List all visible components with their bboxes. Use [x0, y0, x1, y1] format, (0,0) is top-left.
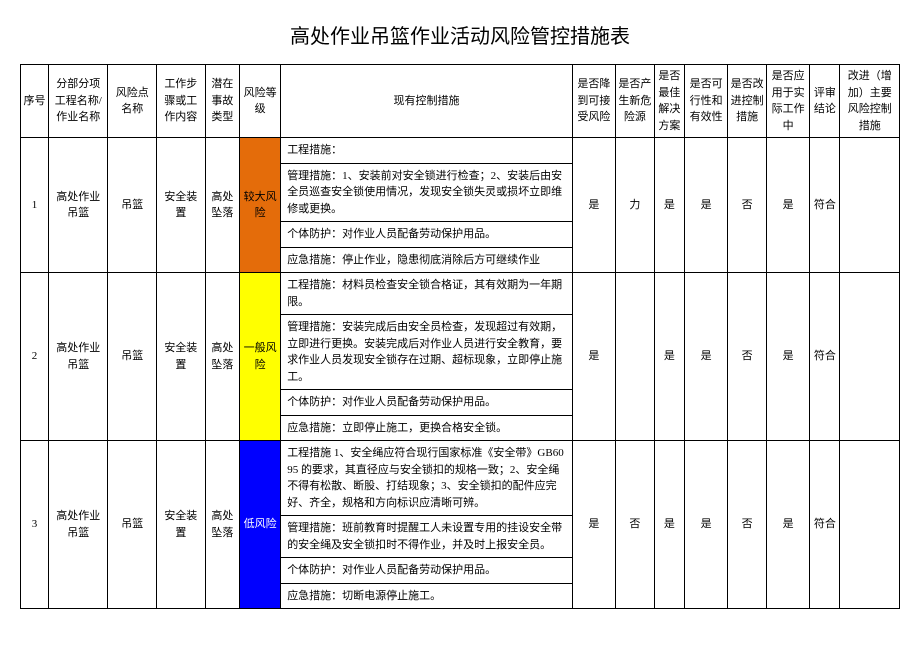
cell-measure: 工程措施 1、安全绳应符合现行国家标准《安全带》GB6095 的要求，其直径应与…	[281, 441, 573, 516]
cell-measure: 个体防护：对作业人员配备劳动保护用品。	[281, 390, 573, 416]
col-applied: 是否应用于实际工作中	[767, 65, 810, 138]
risk-table: 序号 分部分项工程名称/作业名称 风险点名称 工作步骤或工作内容 潜在事故类型 …	[20, 64, 900, 609]
cell-acceptable: 是	[572, 441, 615, 609]
col-conclusion: 评审结论	[810, 65, 840, 138]
cell-step: 安全装置	[157, 273, 206, 441]
col-extra: 改进（增加）主要风险控制措施	[840, 65, 900, 138]
cell-step: 安全装置	[157, 138, 206, 273]
cell-extra	[840, 441, 900, 609]
cell-point: 吊篮	[108, 138, 157, 273]
cell-best: 是	[654, 138, 684, 273]
cell-step: 安全装置	[157, 441, 206, 609]
cell-risk-level: 一般风险	[240, 273, 281, 441]
cell-risk-level: 低风险	[240, 441, 281, 609]
cell-measure: 管理措施：班前教育时提醒工人未设置专用的挂设安全带的安全绳及安全锁扣时不得作业，…	[281, 516, 573, 558]
cell-measure: 应急措施：立即停止施工，更换合格安全锁。	[281, 415, 573, 441]
cell-project: 高处作业吊篮	[49, 138, 108, 273]
table-row: 1高处作业吊篮吊篮安全装置高处坠落较大风险工程措施：是力是是否是符合	[21, 138, 900, 164]
cell-new-hazard: 力	[615, 138, 654, 273]
cell-accident: 高处坠落	[205, 441, 240, 609]
cell-applied: 是	[767, 273, 810, 441]
col-best: 是否最佳解决方案	[654, 65, 684, 138]
cell-new-hazard	[615, 273, 654, 441]
cell-accident: 高处坠落	[205, 138, 240, 273]
cell-feasible: 是	[685, 138, 728, 273]
col-newhazard: 是否产生新危险源	[615, 65, 654, 138]
cell-acceptable: 是	[572, 273, 615, 441]
cell-extra	[840, 273, 900, 441]
cell-conclusion: 符合	[810, 273, 840, 441]
col-accident: 潜在事故类型	[205, 65, 240, 138]
cell-measure: 应急措施：停止作业，隐患彻底消除后方可继续作业	[281, 247, 573, 273]
cell-measure: 应急措施：切断电源停止施工。	[281, 583, 573, 609]
cell-improve: 否	[728, 273, 767, 441]
cell-improve: 否	[728, 138, 767, 273]
cell-measure: 管理措施：1、安装前对安全锁进行检查；2、安装后由安全员巡查安全锁使用情况，发现…	[281, 163, 573, 222]
cell-conclusion: 符合	[810, 441, 840, 609]
col-measures: 现有控制措施	[281, 65, 573, 138]
col-point: 风险点名称	[108, 65, 157, 138]
cell-measure: 管理措施：安装完成后由安全员检查，发现超过有效期，立即进行更换。安装完成后对作业…	[281, 315, 573, 390]
table-header-row: 序号 分部分项工程名称/作业名称 风险点名称 工作步骤或工作内容 潜在事故类型 …	[21, 65, 900, 138]
cell-new-hazard: 否	[615, 441, 654, 609]
cell-applied: 是	[767, 441, 810, 609]
cell-feasible: 是	[685, 273, 728, 441]
col-acceptable: 是否降到可接受风险	[572, 65, 615, 138]
cell-best: 是	[654, 441, 684, 609]
table-row: 2高处作业吊篮吊篮安全装置高处坠落一般风险工程措施：材料员检查安全锁合格证，其有…	[21, 273, 900, 315]
cell-best: 是	[654, 273, 684, 441]
cell-seq: 3	[21, 441, 49, 609]
table-row: 3高处作业吊篮吊篮安全装置高处坠落低风险工程措施 1、安全绳应符合现行国家标准《…	[21, 441, 900, 516]
col-feasible: 是否可行性和有效性	[685, 65, 728, 138]
cell-conclusion: 符合	[810, 138, 840, 273]
page-title: 高处作业吊篮作业活动风险管控措施表	[20, 20, 900, 49]
cell-risk-level: 较大风险	[240, 138, 281, 273]
cell-acceptable: 是	[572, 138, 615, 273]
cell-point: 吊篮	[108, 441, 157, 609]
cell-applied: 是	[767, 138, 810, 273]
cell-measure: 个体防护：对作业人员配备劳动保护用品。	[281, 222, 573, 248]
cell-improve: 否	[728, 441, 767, 609]
col-seq: 序号	[21, 65, 49, 138]
cell-project: 高处作业吊篮	[49, 273, 108, 441]
cell-point: 吊篮	[108, 273, 157, 441]
cell-seq: 1	[21, 138, 49, 273]
col-risk: 风险等级	[240, 65, 281, 138]
cell-accident: 高处坠落	[205, 273, 240, 441]
cell-measure: 工程措施：材料员检查安全锁合格证，其有效期为一年期限。	[281, 273, 573, 315]
col-step: 工作步骤或工作内容	[157, 65, 206, 138]
col-project: 分部分项工程名称/作业名称	[49, 65, 108, 138]
cell-feasible: 是	[685, 441, 728, 609]
cell-measure: 个体防护：对作业人员配备劳动保护用品。	[281, 558, 573, 584]
col-improve: 是否改进控制措施	[728, 65, 767, 138]
cell-extra	[840, 138, 900, 273]
cell-measure: 工程措施：	[281, 138, 573, 164]
cell-project: 高处作业吊篮	[49, 441, 108, 609]
cell-seq: 2	[21, 273, 49, 441]
